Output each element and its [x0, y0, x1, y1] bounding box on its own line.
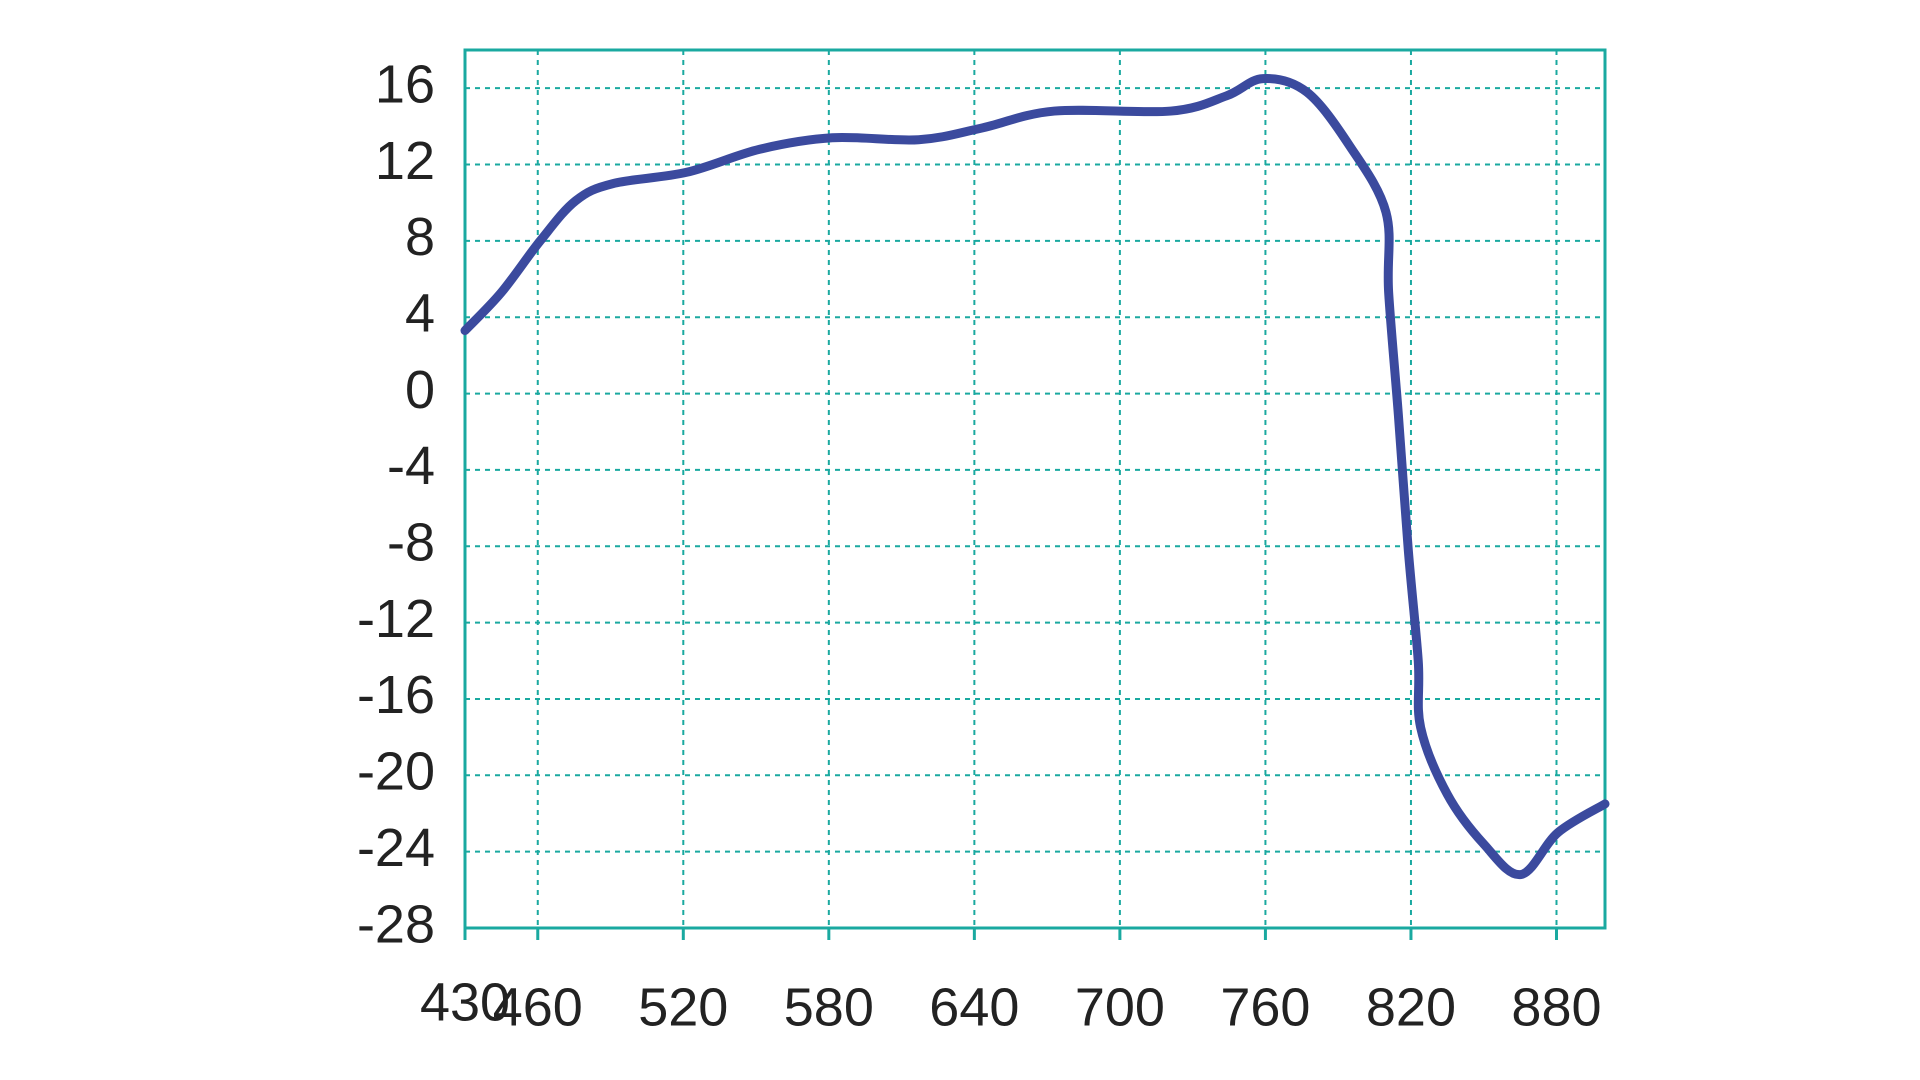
x-tick-label: 640: [929, 977, 1019, 1037]
y-tick-label: -20: [357, 742, 435, 802]
x-tick-label: 580: [784, 977, 874, 1037]
x-tick-label: 700: [1075, 977, 1165, 1037]
y-tick-label: -4: [387, 436, 435, 496]
x-tick-label: 880: [1511, 977, 1601, 1037]
y-tick-label: 12: [375, 131, 435, 191]
y-tick-label: -28: [357, 894, 435, 954]
plot-frame: [463, 48, 1607, 930]
y-tick-label: 16: [375, 54, 435, 114]
x-tick-label: 460: [493, 977, 583, 1037]
x-tick-label: 760: [1220, 977, 1310, 1037]
y-tick-label: -8: [387, 513, 435, 573]
x-tick-label: 430: [420, 972, 510, 1032]
x-tick-label: 520: [638, 977, 728, 1037]
y-tick-label: 0: [405, 360, 435, 420]
y-tick-label: 4: [405, 283, 435, 343]
y-tick-label: -12: [357, 589, 435, 649]
x-tick-label: 820: [1366, 977, 1456, 1037]
data-line: [460, 74, 1610, 880]
y-tick-label: -16: [357, 665, 435, 725]
y-tick-label: 8: [405, 207, 435, 267]
y-tick-label: -24: [357, 818, 435, 878]
